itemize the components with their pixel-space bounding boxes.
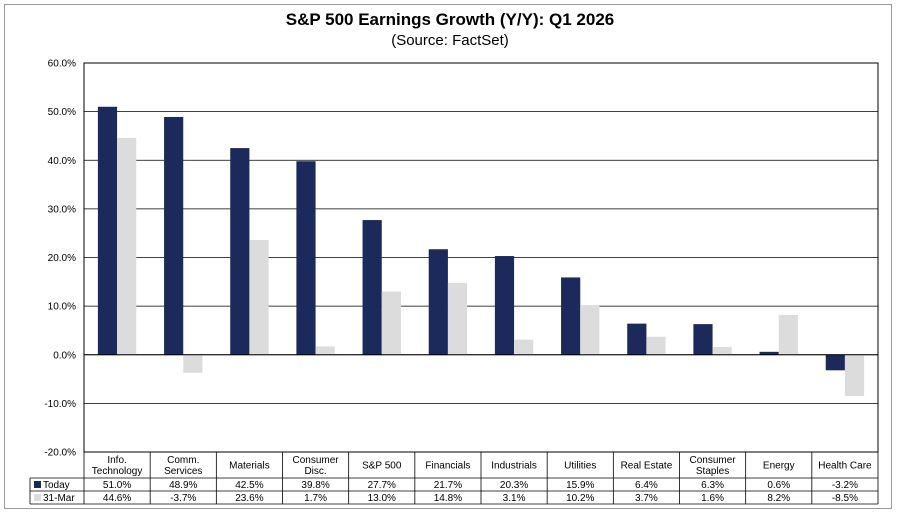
data-label: 21.7% xyxy=(434,480,462,491)
category-label: Materials xyxy=(229,461,270,472)
category-label: Consumer xyxy=(293,455,340,466)
bar-31-mar-11 xyxy=(844,354,865,397)
y-tick-label: 20.0% xyxy=(48,253,76,264)
legend-key-31-mar xyxy=(34,494,41,501)
y-tick-label: -20.0% xyxy=(44,448,76,459)
bar-31-mar-5 xyxy=(447,282,468,355)
data-label: 8.2% xyxy=(767,493,790,504)
data-label: 10.2% xyxy=(566,493,594,504)
data-label: 1.7% xyxy=(304,493,327,504)
data-label: 23.6% xyxy=(235,493,263,504)
category-label: Health Care xyxy=(818,461,872,472)
bar-31-mar-10 xyxy=(778,314,798,355)
data-label: 48.9% xyxy=(169,480,197,491)
data-label: 3.1% xyxy=(503,493,526,504)
bar-31-mar-9 xyxy=(712,346,732,355)
y-tick-label: -10.0% xyxy=(44,399,76,410)
y-tick-label: 50.0% xyxy=(48,107,76,118)
data-label: 44.6% xyxy=(103,493,131,504)
category-label: S&P 500 xyxy=(362,461,402,472)
category-label: Consumer xyxy=(690,455,737,466)
category-label: Utilities xyxy=(564,461,596,472)
category-label: Technology xyxy=(92,466,143,477)
bar-31-mar-0 xyxy=(117,137,137,355)
y-tick-label: 0.0% xyxy=(53,350,76,361)
data-label: 6.3% xyxy=(701,480,724,491)
category-label: Disc. xyxy=(304,466,326,477)
bar-today-10 xyxy=(759,351,779,355)
bar-today-11 xyxy=(825,354,845,371)
category-label: Energy xyxy=(763,461,795,472)
bar-31-mar-2 xyxy=(249,239,269,355)
legend-label: Today xyxy=(43,480,70,491)
bar-31-mar-6 xyxy=(514,339,534,355)
bar-today-9 xyxy=(693,324,713,355)
data-label: 0.6% xyxy=(767,480,790,491)
bar-31-mar-4 xyxy=(381,291,401,355)
data-label: -3.2% xyxy=(832,480,858,491)
y-tick-label: 10.0% xyxy=(48,302,76,313)
bar-today-3 xyxy=(296,161,316,355)
bar-31-mar-8 xyxy=(646,336,666,355)
category-label: Real Estate xyxy=(621,461,673,472)
data-label: 1.6% xyxy=(701,493,724,504)
chart-title: S&P 500 Earnings Growth (Y/Y): Q1 2026 xyxy=(285,10,615,29)
y-tick-label: 40.0% xyxy=(48,156,76,167)
category-label: Financials xyxy=(425,461,470,472)
data-label: 27.7% xyxy=(368,480,396,491)
data-label: 39.8% xyxy=(301,480,329,491)
chart-frame xyxy=(4,4,892,509)
y-tick-label: 60.0% xyxy=(48,59,76,70)
data-label: 51.0% xyxy=(103,480,131,491)
bar-today-7 xyxy=(561,277,581,355)
data-label: 6.4% xyxy=(635,480,658,491)
bar-today-2 xyxy=(230,148,250,355)
data-label: 14.8% xyxy=(434,493,462,504)
bar-31-mar-1 xyxy=(183,354,203,373)
category-label: Services xyxy=(164,466,202,477)
bar-today-5 xyxy=(428,249,448,355)
legend-label: 31-Mar xyxy=(43,493,75,504)
category-label: Info. xyxy=(107,455,126,466)
bar-today-6 xyxy=(494,256,515,355)
data-label: 42.5% xyxy=(235,480,263,491)
bar-today-0 xyxy=(97,106,118,355)
bar-31-mar-3 xyxy=(315,346,335,355)
bar-31-mar-7 xyxy=(580,305,600,355)
y-tick-label: 30.0% xyxy=(48,204,76,215)
data-label: 3.7% xyxy=(635,493,658,504)
category-label: Staples xyxy=(696,466,729,477)
chart-subtitle: (Source: FactSet) xyxy=(391,32,509,49)
data-label: -3.7% xyxy=(170,493,196,504)
data-label: 13.0% xyxy=(368,493,396,504)
data-label: 20.3% xyxy=(500,480,528,491)
data-label: -8.5% xyxy=(832,493,858,504)
bar-today-4 xyxy=(362,220,382,355)
legend-key-today xyxy=(34,481,41,488)
bar-today-8 xyxy=(627,323,647,355)
category-label: Industrials xyxy=(491,461,537,472)
category-label: Comm. xyxy=(167,455,199,466)
bar-today-1 xyxy=(164,116,184,355)
data-label: 15.9% xyxy=(566,480,594,491)
